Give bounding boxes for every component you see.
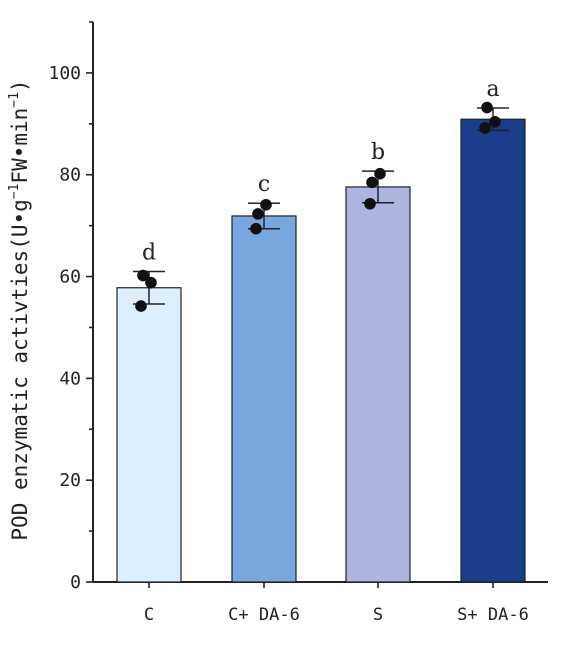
y-tick-label: 40 bbox=[59, 368, 81, 389]
y-tick-label: 100 bbox=[48, 63, 81, 84]
bar bbox=[116, 287, 182, 583]
data-point bbox=[366, 176, 378, 189]
x-tick-label: S bbox=[373, 605, 383, 625]
data-point bbox=[250, 222, 262, 235]
significance-label: c bbox=[258, 172, 270, 197]
error-bars bbox=[133, 107, 509, 305]
significance-label: a bbox=[486, 77, 499, 102]
x-tick-label: C+ DA-6 bbox=[228, 605, 300, 625]
bars bbox=[116, 118, 526, 583]
data-point bbox=[260, 198, 272, 211]
data-point bbox=[135, 300, 147, 312]
bar bbox=[345, 186, 411, 583]
data-point bbox=[364, 197, 376, 210]
y-axis-title: POD enzymatic activties(U•g−1FW•min−1) bbox=[7, 79, 32, 540]
bar bbox=[460, 118, 526, 583]
significance-label: d bbox=[142, 240, 156, 265]
data-point bbox=[252, 208, 264, 220]
labels: d Cc C+ DA-6 b Sa S+ DA-6 bbox=[142, 77, 529, 625]
significance-label: b bbox=[371, 140, 385, 165]
y-tick-label: 0 bbox=[70, 572, 81, 593]
y-tick-label: 20 bbox=[59, 470, 81, 491]
x-tick-label: S+ DA-6 bbox=[457, 605, 529, 625]
data-point bbox=[374, 167, 386, 180]
y-tick-label: 60 bbox=[59, 267, 81, 288]
bar bbox=[231, 215, 297, 583]
x-tick-label: C bbox=[144, 605, 154, 625]
data-point bbox=[481, 101, 493, 114]
data-point bbox=[145, 276, 157, 289]
y-tick-label: 80 bbox=[59, 165, 81, 186]
data-points bbox=[135, 101, 501, 312]
data-point bbox=[489, 115, 501, 128]
data-point bbox=[479, 122, 491, 134]
data-point bbox=[137, 269, 149, 282]
